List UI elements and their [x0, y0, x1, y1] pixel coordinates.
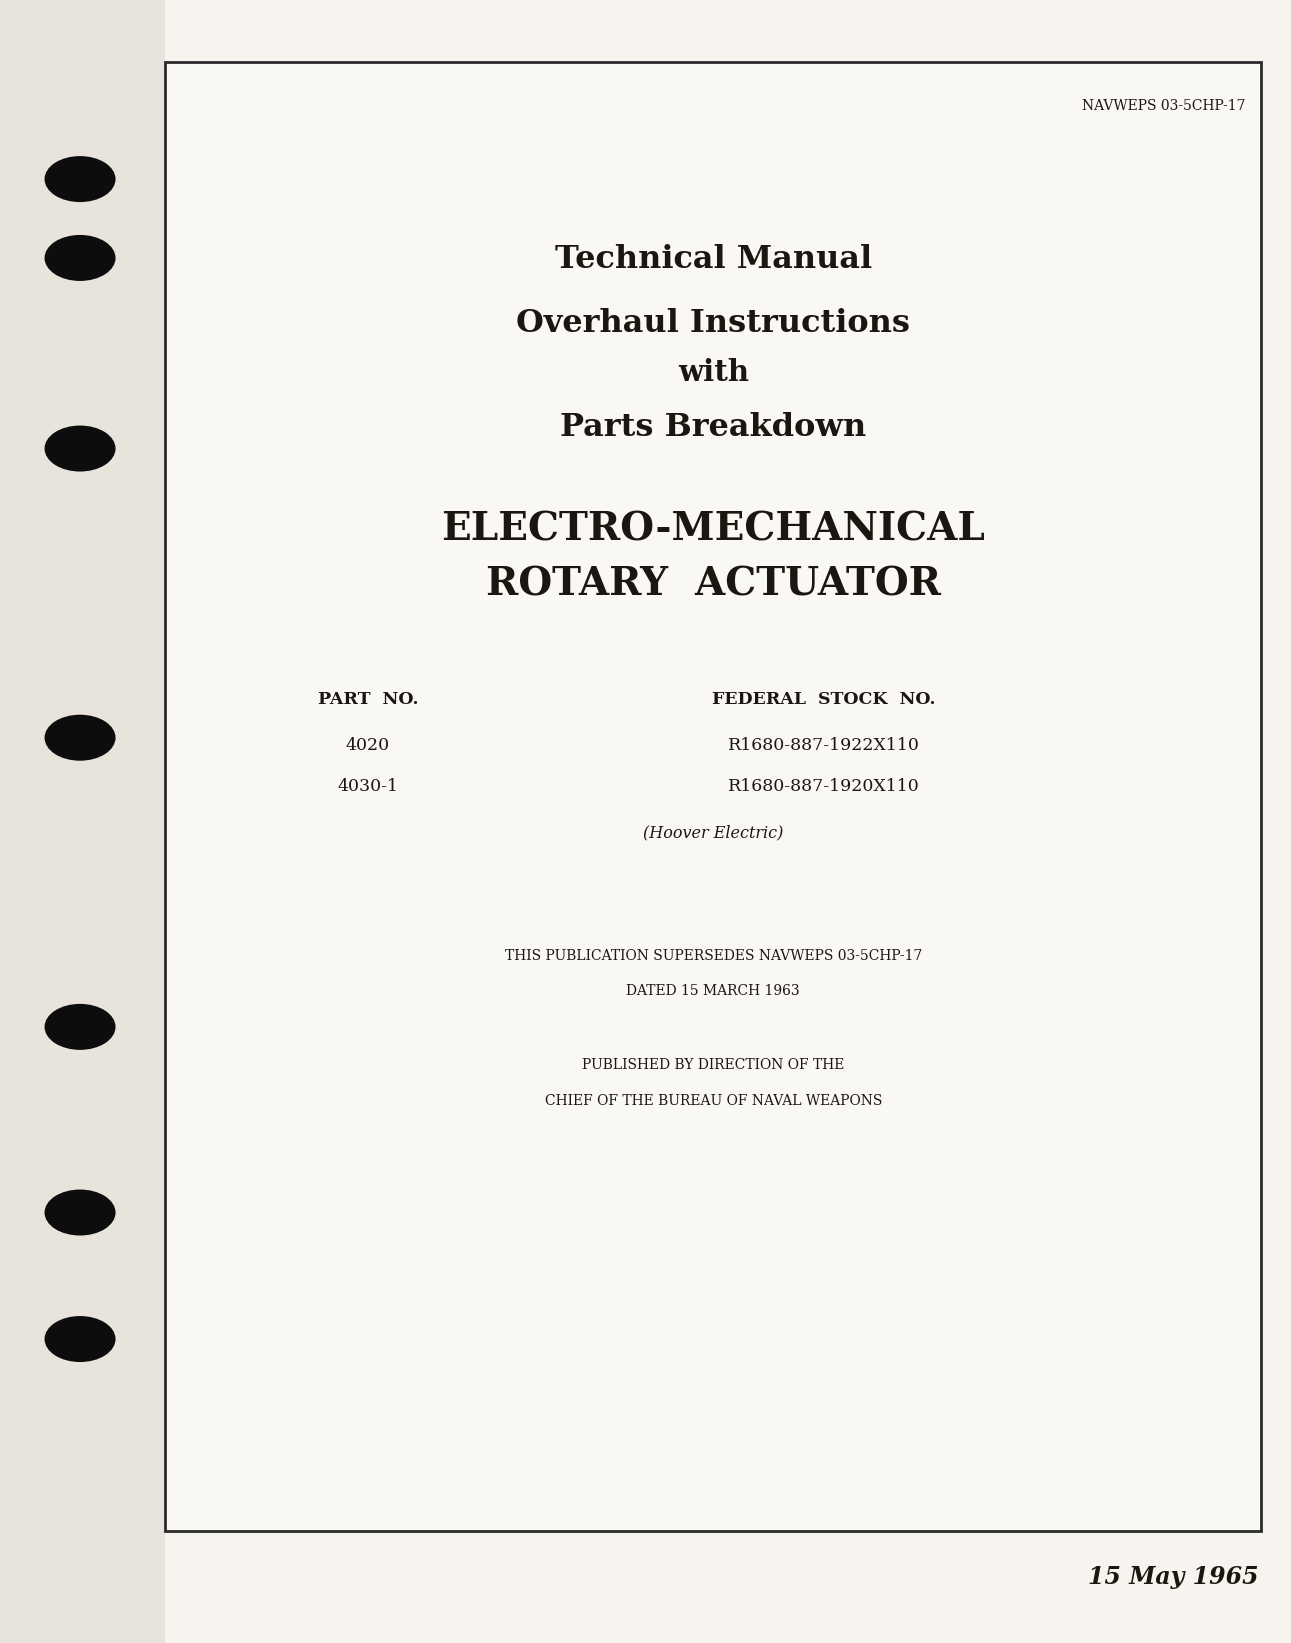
Text: R1680-887-1920X110: R1680-887-1920X110 [728, 779, 919, 795]
Text: PART  NO.: PART NO. [318, 692, 418, 708]
Ellipse shape [44, 1004, 116, 1050]
Text: CHIEF OF THE BUREAU OF NAVAL WEAPONS: CHIEF OF THE BUREAU OF NAVAL WEAPONS [545, 1094, 882, 1107]
Text: with: with [678, 358, 749, 388]
Text: ROTARY  ACTUATOR: ROTARY ACTUATOR [485, 565, 941, 605]
Text: FEDERAL  STOCK  NO.: FEDERAL STOCK NO. [711, 692, 936, 708]
Text: Overhaul Instructions: Overhaul Instructions [516, 309, 910, 338]
Text: Parts Breakdown: Parts Breakdown [560, 412, 866, 442]
Ellipse shape [44, 426, 116, 472]
Ellipse shape [44, 715, 116, 761]
Bar [165, 62, 1261, 1531]
Text: Technical Manual: Technical Manual [555, 245, 871, 274]
Ellipse shape [44, 1316, 116, 1362]
Text: THIS PUBLICATION SUPERSEDES NAVWEPS 03-5CHP-17: THIS PUBLICATION SUPERSEDES NAVWEPS 03-5… [505, 950, 922, 963]
Text: 4030-1: 4030-1 [337, 779, 399, 795]
Text: R1680-887-1922X110: R1680-887-1922X110 [728, 738, 919, 754]
Text: NAVWEPS 03-5CHP-17: NAVWEPS 03-5CHP-17 [1082, 99, 1246, 113]
Text: (Hoover Electric): (Hoover Electric) [643, 825, 784, 841]
Text: 4020: 4020 [346, 738, 390, 754]
Ellipse shape [44, 156, 116, 202]
Ellipse shape [44, 1190, 116, 1236]
Text: DATED 15 MARCH 1963: DATED 15 MARCH 1963 [626, 984, 800, 997]
Ellipse shape [44, 235, 116, 281]
Text: ELECTRO-MECHANICAL: ELECTRO-MECHANICAL [442, 509, 985, 549]
Bar [0, 0, 165, 1643]
Text: 15 May 1965: 15 May 1965 [1088, 1566, 1259, 1589]
Text: PUBLISHED BY DIRECTION OF THE: PUBLISHED BY DIRECTION OF THE [582, 1058, 844, 1071]
